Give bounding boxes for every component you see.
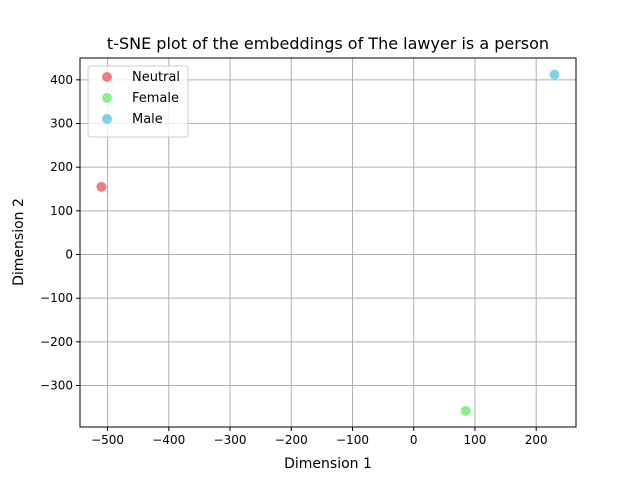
y-tick-label: 200	[50, 160, 73, 174]
grid-lines	[80, 58, 576, 427]
y-tick-label: 0	[65, 248, 73, 262]
y-tick-label: −100	[40, 291, 73, 305]
y-tick-label: −200	[40, 335, 73, 349]
x-tick-label: 100	[464, 433, 487, 447]
legend: Neutral Female Male	[87, 65, 189, 138]
legend-label-male: Male	[132, 112, 163, 127]
legend-marker-neutral	[102, 72, 112, 82]
chart-title: t-SNE plot of the embeddings of The lawy…	[107, 34, 549, 53]
legend-label-female: Female	[132, 91, 179, 106]
y-axis-label: Dimension 2	[11, 198, 27, 286]
y-tick-label: 100	[50, 204, 73, 218]
data-points	[96, 69, 560, 416]
legend-marker-male	[102, 114, 112, 124]
point-female	[460, 405, 471, 416]
x-tick-label: −400	[152, 433, 185, 447]
x-axis-label: Dimension 1	[284, 456, 372, 472]
x-tick-label: −200	[275, 433, 308, 447]
x-tick-label: −300	[214, 433, 247, 447]
y-tick-label: 400	[50, 73, 73, 87]
legend-label-neutral: Neutral	[132, 70, 180, 85]
x-tick-label: 0	[410, 433, 418, 447]
x-tick-label: −100	[336, 433, 369, 447]
point-male	[549, 69, 560, 80]
y-tick-label: 300	[50, 117, 73, 131]
x-tick-label: 200	[525, 433, 548, 447]
point-neutral	[96, 181, 107, 192]
legend-box	[87, 65, 189, 138]
y-tick-label: −300	[40, 379, 73, 393]
x-tick-label: −500	[91, 433, 124, 447]
legend-marker-female	[102, 93, 112, 103]
plot-frame	[79, 57, 577, 428]
axis-ticks: −500 −400 −300 −200 −100 0 100 200 −300 −200 −100 0…	[40, 73, 548, 447]
